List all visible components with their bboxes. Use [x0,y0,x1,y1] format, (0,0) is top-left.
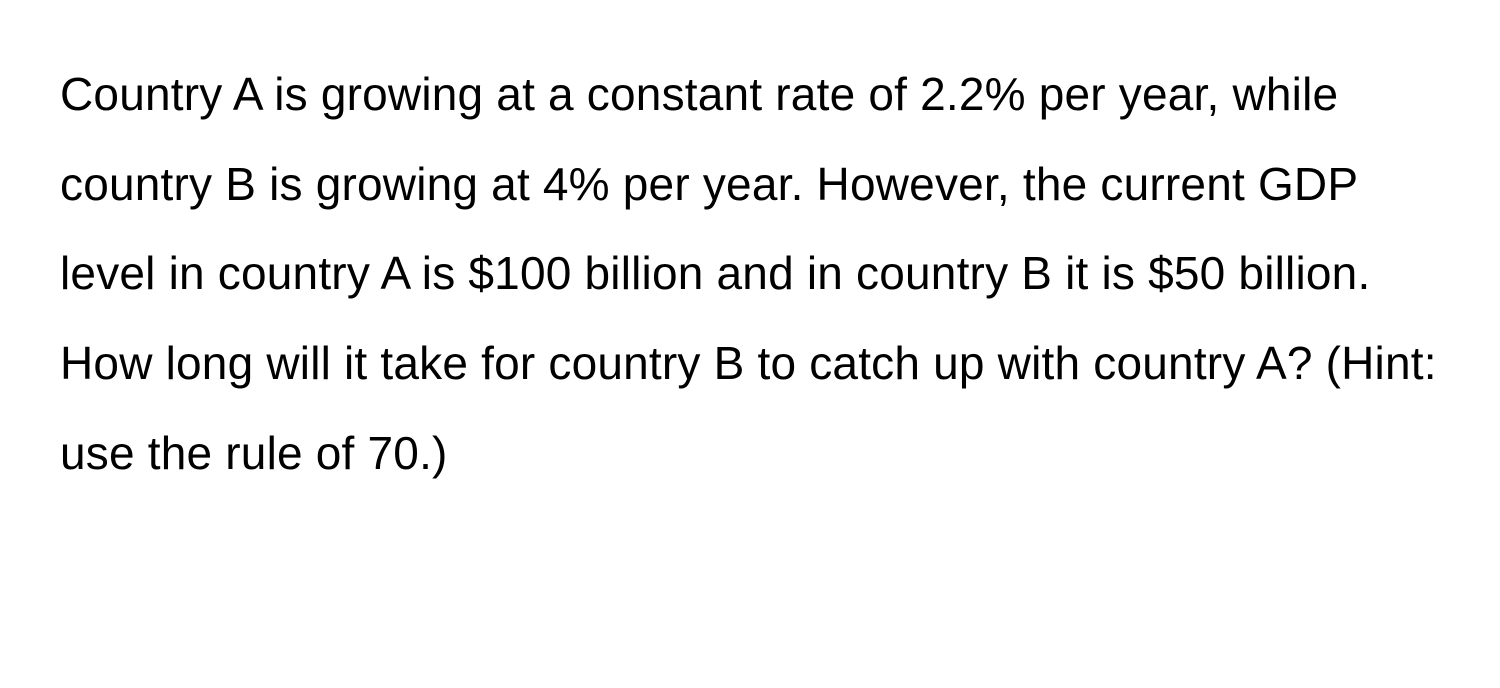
question-text: Country A is growing at a constant rate … [60,50,1440,498]
